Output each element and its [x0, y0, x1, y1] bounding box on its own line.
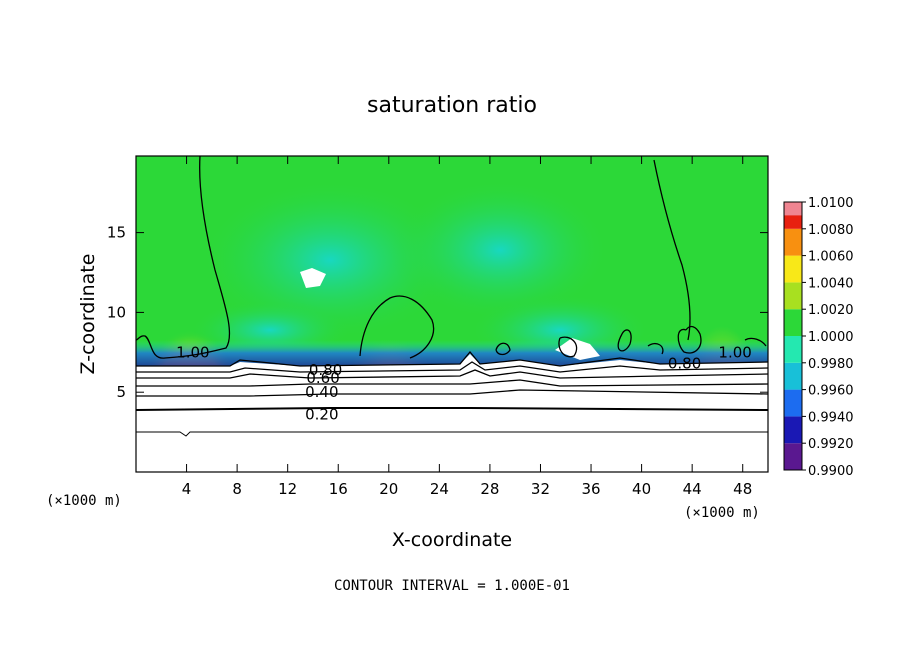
x-unit-right: (×1000 m) — [684, 505, 760, 521]
colorbar-label: 0.9980 — [808, 357, 854, 372]
contour-label: 1.00 — [718, 343, 751, 361]
colorbar-segment — [784, 255, 802, 283]
x-tick-label: 32 — [531, 480, 550, 498]
x-tick-label: 36 — [581, 480, 600, 498]
contour-label: 1.00 — [176, 343, 209, 361]
colorbar-segment — [784, 282, 802, 310]
colorbar-label: 1.0040 — [808, 276, 854, 291]
colorbar-segment — [784, 362, 802, 390]
x-axis: 4 8 12 16 20 24 28 32 36 40 44 48 — [182, 156, 752, 498]
x-unit-left: (×1000 m) — [46, 493, 122, 509]
colorbar-segment — [784, 416, 802, 444]
plot-frame — [135, 155, 769, 473]
colorbar-label: 0.9920 — [808, 437, 854, 452]
contour-lines — [136, 156, 768, 437]
x-tick-label: 20 — [379, 480, 398, 498]
x-tick-label: 40 — [632, 480, 651, 498]
colorbar-segment — [784, 443, 802, 470]
contour-label: 0.20 — [305, 406, 338, 424]
y-axis: 5 10 15 — [107, 224, 768, 401]
contour-label: 0.80 — [309, 361, 342, 379]
x-tick-label: 44 — [683, 480, 702, 498]
x-tick-label: 8 — [232, 480, 242, 498]
contour-label: 0.40 — [305, 383, 338, 401]
chart-title: saturation ratio — [367, 93, 537, 118]
x-tick-label: 24 — [430, 480, 449, 498]
colorbar-label: 1.0020 — [808, 303, 854, 318]
x-tick-label: 28 — [480, 480, 499, 498]
x-tick-label: 16 — [329, 480, 348, 498]
x-tick-label: 48 — [733, 480, 752, 498]
contour-labels: 1.000.800.600.400.200.801.00 — [176, 343, 752, 423]
colorbar-segment — [784, 228, 802, 256]
contour-label: 0.60 — [306, 369, 339, 387]
heatmap-field — [136, 156, 768, 472]
x-tick-label: 4 — [182, 480, 192, 498]
colorbar-segment — [784, 336, 802, 363]
x-axis-title: X-coordinate — [392, 529, 512, 551]
colorbar-label: 0.9940 — [808, 410, 854, 425]
colorbar-label: 0.9900 — [808, 464, 854, 479]
y-tick-label: 15 — [107, 224, 126, 242]
colorbar-segment — [784, 309, 802, 336]
contour-interval-note: CONTOUR INTERVAL = 1.000E-01 — [334, 578, 570, 594]
contour-label: 0.80 — [668, 354, 701, 372]
y-tick-label: 10 — [107, 303, 126, 321]
colorbar-label: 1.0060 — [808, 250, 854, 265]
colorbar-segment — [784, 389, 802, 417]
colorbar-label: 0.9960 — [808, 384, 854, 399]
colorbar-label: 1.0100 — [808, 196, 854, 211]
colorbar-label: 1.0000 — [808, 330, 854, 345]
colorbar: 0.9900 0.9920 0.9940 0.9960 0.9980 1.0000 1.00… — [783, 196, 854, 479]
y-tick-label: 5 — [116, 383, 126, 401]
colorbar-segment-top — [784, 202, 802, 216]
x-tick-label: 12 — [278, 480, 297, 498]
colorbar-label: 1.0080 — [808, 223, 854, 238]
y-axis-title: Z-coordinate — [77, 254, 99, 375]
